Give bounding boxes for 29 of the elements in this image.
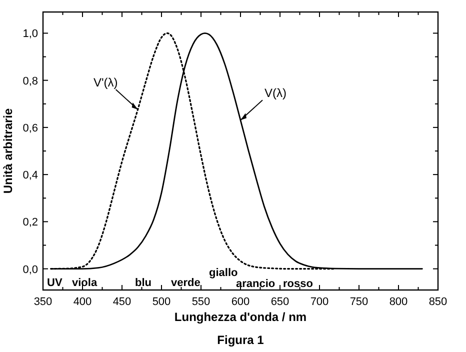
annotation: V(λ) xyxy=(264,86,286,100)
x-tick-label: 600 xyxy=(231,296,250,308)
annotation: verde xyxy=(171,277,200,289)
annotation: rosso xyxy=(283,278,314,290)
y-tick-label: 0,8 xyxy=(22,75,38,88)
y-tick-label: 0,0 xyxy=(22,264,38,276)
y-axis-title: Unità arbitrarie xyxy=(1,108,15,194)
x-tick-label: 400 xyxy=(73,296,92,308)
x-tick-label: 350 xyxy=(34,296,52,308)
x-axis-title: Lunghezza d'onda / nm xyxy=(174,310,307,324)
annotation: arancio xyxy=(236,278,276,290)
x-tick-label: 550 xyxy=(192,296,210,308)
x-tick-label: 800 xyxy=(389,296,408,308)
annotation: blu xyxy=(135,277,152,289)
x-tick-label: 850 xyxy=(428,296,448,308)
annotation: viola xyxy=(72,277,98,289)
annotation: V'(λ) xyxy=(94,76,118,90)
annotation: giallo xyxy=(209,267,238,279)
y-tick-label: 1,0 xyxy=(22,28,38,40)
x-tick-label: 650 xyxy=(270,296,290,308)
x-tick-label: 450 xyxy=(112,296,132,308)
annotation: UV xyxy=(47,277,63,289)
y-tick-label: 0,4 xyxy=(22,170,38,182)
x-tick-label: 500 xyxy=(152,296,171,308)
text: Figura 1 xyxy=(217,333,264,347)
y-tick-label: 0,6 xyxy=(22,122,38,134)
x-tick-label: 750 xyxy=(350,296,368,308)
x-tick-label: 700 xyxy=(310,296,329,308)
y-tick-label: 0,2 xyxy=(22,216,38,229)
